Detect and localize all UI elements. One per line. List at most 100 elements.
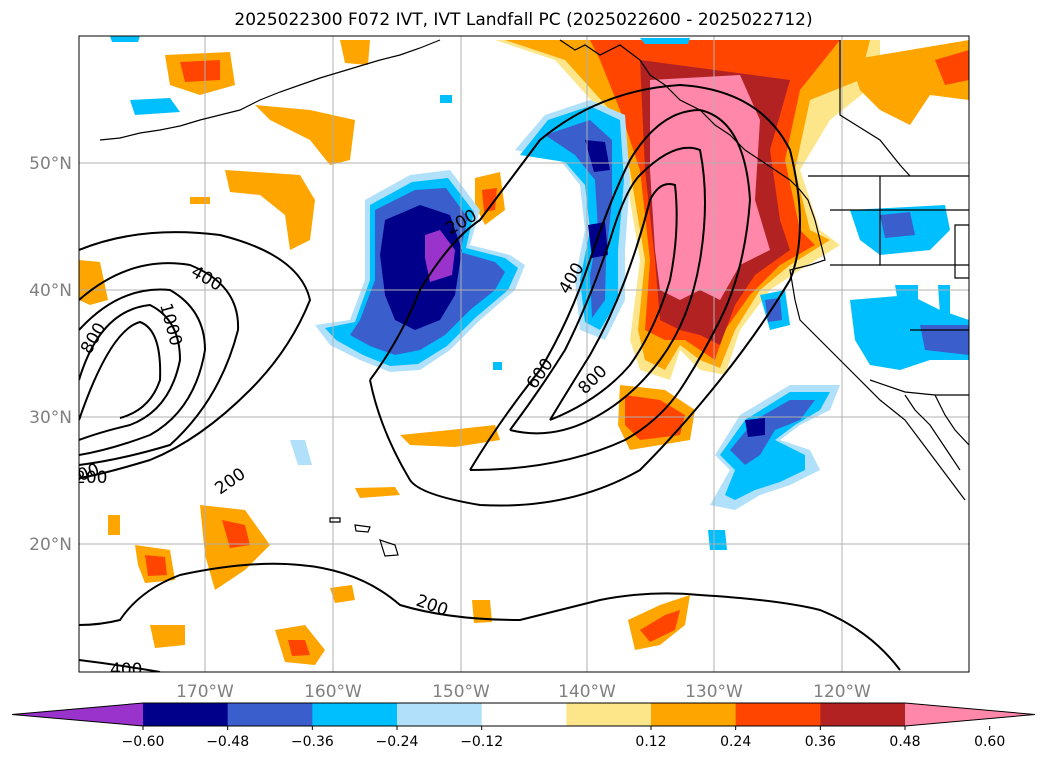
shade-small-7 [493,362,502,370]
shade-se-navy [745,418,765,437]
colorbar-tick-label: 0.48 [889,734,920,750]
lat-label: 30°N [29,408,72,428]
colorbar-extend-high [905,703,1035,726]
shade-blob-16 [340,40,370,65]
contour-label: 200 [75,468,107,488]
contour-400-plume [469,108,752,471]
shade-ne-red [935,50,969,85]
colorbar-segment [820,703,906,726]
alaska-coast [559,39,966,501]
us-mexico-border [869,379,969,396]
lon-label: 150°W [432,682,490,702]
shade-small-2 [110,36,140,42]
map-content: 400 1000 800 200 200 400 600 800 200 400… [75,36,969,680]
state-border-6 [954,224,969,279]
colorbar: −0.60 −0.48 −0.36 −0.24 −0.12 0.12 0.24 0.36 0.4… [11,702,1036,750]
shade-small-3 [640,38,690,44]
colorbar-segment [397,703,483,726]
lon-label: 120°W [813,682,871,702]
colorbar-segment [566,703,652,726]
latitude-labels: 50°N 40°N 30°N 20°N [29,154,72,555]
contour-800-plume [549,183,678,421]
colorbar-tick-label: 0.36 [805,734,836,750]
hawaii-3 [329,517,341,523]
shade-blob-15 [150,625,185,648]
colorbar-segment [143,703,229,726]
contour-400-west [79,262,240,466]
colorbar-segment [312,703,398,726]
lon-label: 130°W [685,682,743,702]
shade-blob-13 [472,600,492,623]
colorbar-tick-label: 0.24 [720,734,751,750]
shade-us-3-core [765,298,782,322]
map-title: 2025022300 F072 IVT, IVT Landfall PC (20… [234,10,813,30]
contour-800-west [79,303,182,441]
contour-400-south [79,659,161,672]
graticule [79,36,969,672]
shade-us-2-core [920,325,969,355]
contour-200-west [79,231,312,479]
shade-us-4 [895,285,918,302]
lon-label: 140°W [558,682,616,702]
shade-blob-3 [225,170,315,250]
map-frame [78,35,970,673]
colorbar-tick-label: 0.60 [974,734,1005,750]
shade-blob-11 [330,585,355,603]
shade-us-1-core [880,212,915,238]
shade-blob-17 [108,515,120,535]
colorbar-tick-label: −0.24 [376,734,419,750]
contour-200-south [79,562,901,671]
gulf-baja [934,394,969,446]
colorbar-segment [651,703,737,726]
colorbar-tick-label: −0.48 [206,734,249,750]
shade-small-6 [440,95,452,103]
shade-se-blue [730,400,815,465]
shade-small-4 [290,440,312,465]
lat-label: 40°N [29,281,72,301]
baja-coast [904,394,961,471]
shade-small-1 [130,98,180,115]
aleutians [99,39,441,141]
longitude-labels: 170°W 160°W 150°W 140°W 130°W 120°W [176,682,871,702]
shade-se-cyan [720,392,830,500]
contour-1000-west [79,320,162,421]
colorbar-extend-low [12,703,143,726]
colorbar-tick-label: −0.60 [122,734,165,750]
positive-pc-shading [79,40,969,665]
lat-label: 50°N [29,154,72,174]
contour-600-west [79,288,207,456]
shade-blob-10-core [640,610,680,642]
shade-blob-18 [190,197,210,204]
shade-small-5 [708,530,727,550]
colorbar-tick-label: 0.12 [635,734,666,750]
shade-blob-7-core [222,520,250,548]
contour-600-plume [509,146,706,435]
colorbar-segment [735,703,821,726]
shade-blob-1-core [180,60,220,82]
shade-blob-12 [355,487,400,498]
negative-pc-shading [110,36,969,550]
colorbar-segment [481,703,567,726]
colorbar-segment [227,703,313,726]
shade-coastal-pink [650,75,770,300]
hawaii-1 [379,539,399,557]
lon-label: 160°W [304,682,362,702]
hawaii-2 [354,524,371,533]
shade-blob-4-core [482,188,497,212]
shade-blob-5 [400,425,500,447]
shade-blob-2 [255,105,355,165]
contour-200-plume [369,83,801,507]
colorbar-tick-label: −0.12 [460,734,503,750]
shade-blob-9-core [288,640,310,656]
contour-label: 400 [110,660,142,680]
lat-label: 20°N [29,535,72,555]
coastlines [99,39,969,557]
shade-us-5 [938,285,950,315]
ivt-contours [79,83,901,672]
shade-east-navy-1 [585,140,610,172]
state-border-1 [839,40,911,177]
colorbar-tick-label: −0.36 [291,734,334,750]
lon-label: 170°W [176,682,234,702]
shade-blob-8-core [145,555,167,576]
